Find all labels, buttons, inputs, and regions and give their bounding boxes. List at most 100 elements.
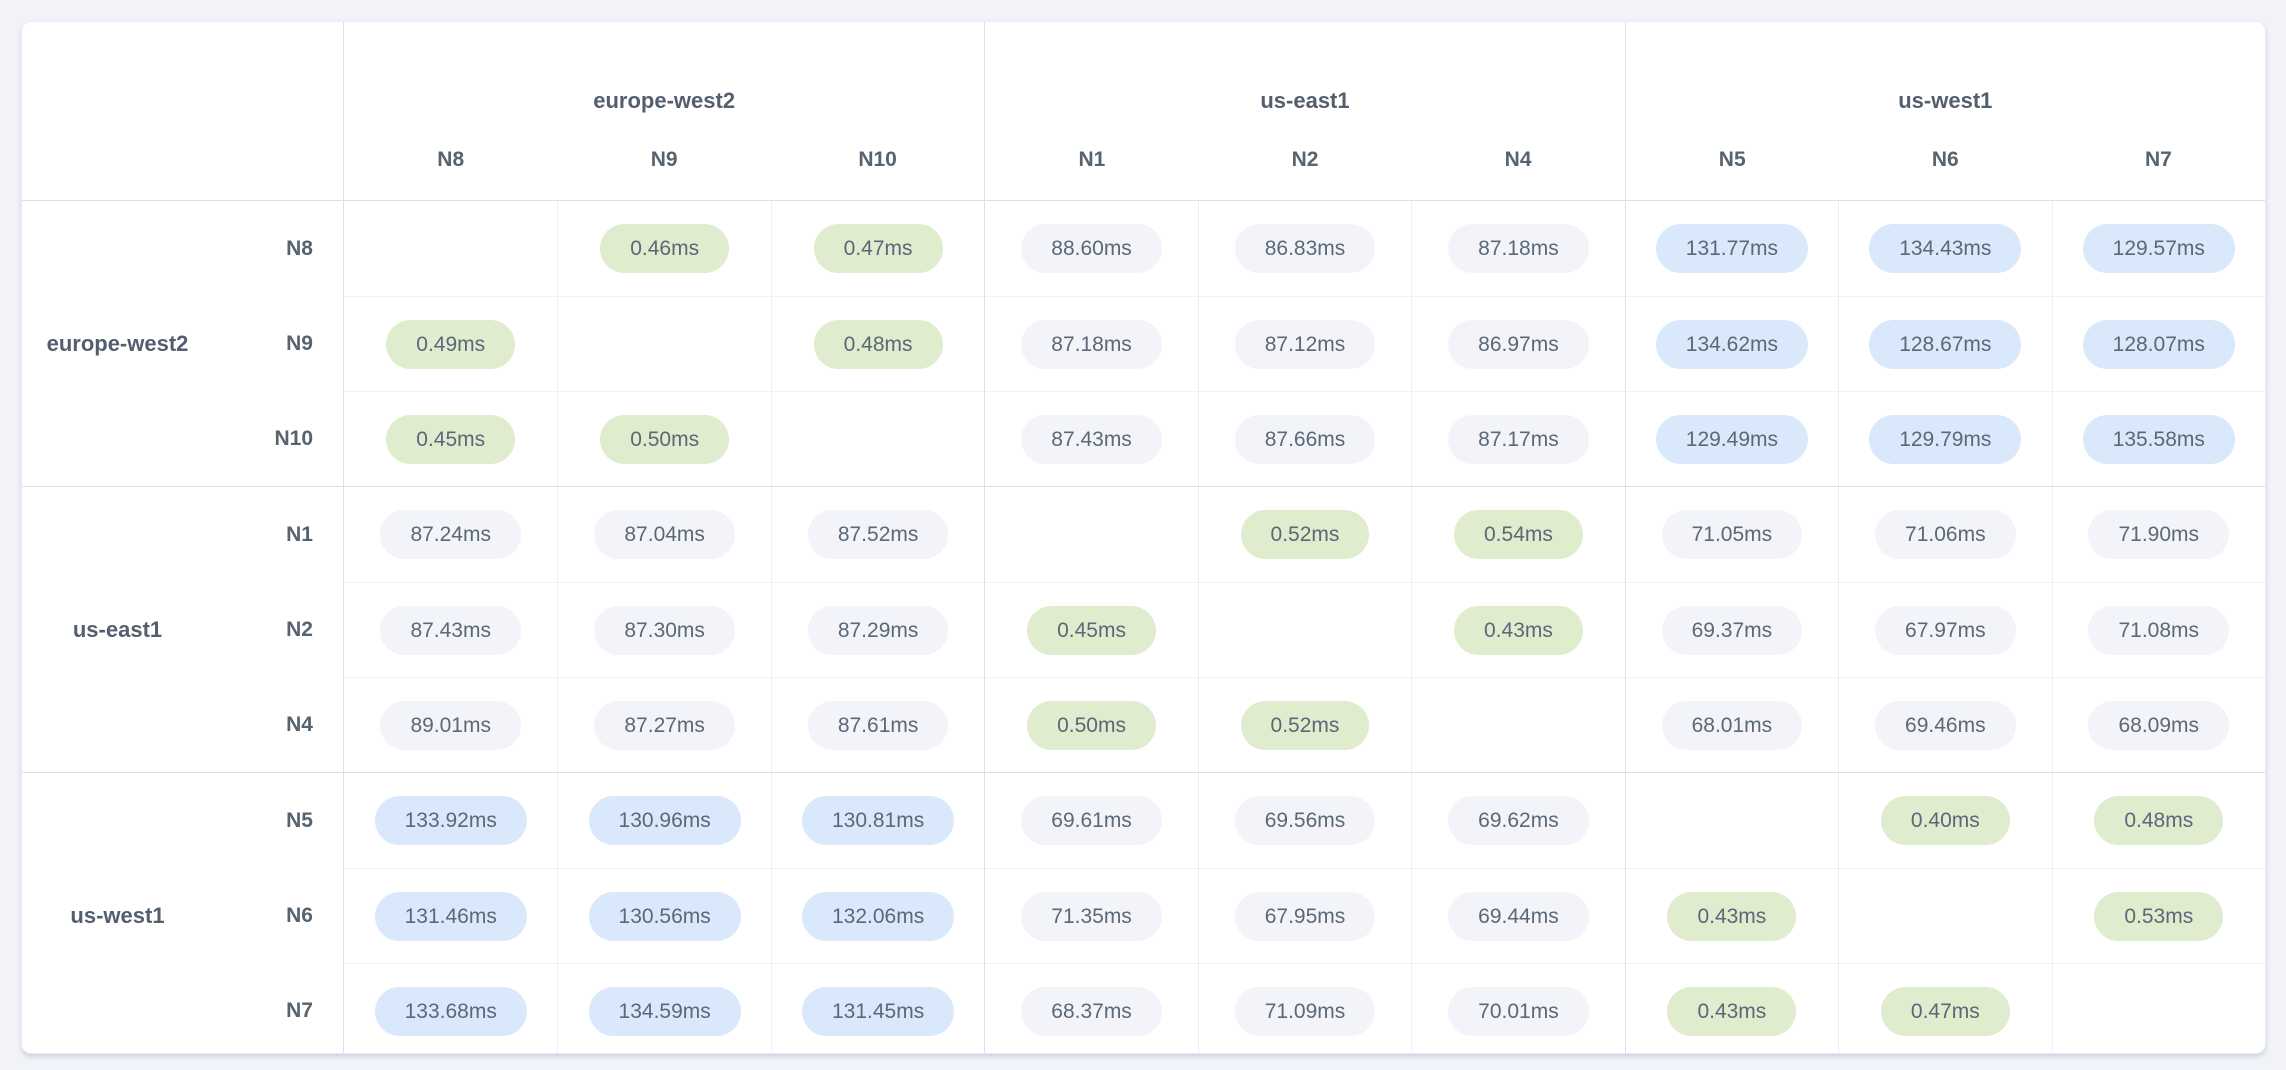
- latency-cell: 87.18ms: [984, 296, 1198, 391]
- latency-value-pill: 87.66ms: [1234, 414, 1376, 464]
- latency-value-pill: 0.43ms: [1454, 605, 1583, 655]
- latency-cell: 86.97ms: [1411, 296, 1625, 391]
- row-node-label: N9: [286, 331, 313, 355]
- latency-value-pill: 87.18ms: [1448, 224, 1589, 273]
- latency-value-pill: 69.46ms: [1875, 700, 2016, 750]
- row-node-label: N10: [274, 426, 313, 450]
- latency-value-pill: 69.37ms: [1661, 605, 1803, 655]
- latency-cell: [984, 487, 1197, 582]
- latency-cell: 86.83ms: [1197, 201, 1411, 296]
- row-node-label: N6: [286, 903, 313, 927]
- latency-value-pill: 134.62ms: [1655, 319, 1808, 369]
- latency-cell: 0.46ms: [557, 201, 770, 296]
- latency-value-pill: 133.92ms: [374, 796, 527, 845]
- latency-cell: 69.37ms: [1624, 582, 1839, 677]
- latency-value-pill: 0.49ms: [386, 319, 516, 369]
- latency-value-pill: 0.53ms: [2094, 891, 2224, 941]
- column-node-label: N6: [1931, 148, 1959, 171]
- latency-cell: 67.97ms: [1838, 582, 2052, 677]
- latency-value-pill: 87.04ms: [594, 510, 735, 559]
- column-region-label: us-east1: [1260, 88, 1350, 113]
- column-node-label: N7: [2145, 148, 2172, 171]
- latency-cell: 133.92ms: [344, 773, 557, 868]
- latency-cell: 129.57ms: [2051, 201, 2265, 296]
- row-region-group: europe-west2 N8 N9 N10 0.46ms 0.47ms 88.60ms 86…: [22, 201, 2265, 486]
- latency-value-pill: 134.59ms: [588, 986, 741, 1036]
- latency-value-pill: 0.40ms: [1880, 796, 2010, 845]
- latency-value-pill: 128.67ms: [1869, 319, 2022, 369]
- latency-cell: 131.45ms: [770, 963, 985, 1053]
- latency-cell: 88.60ms: [984, 201, 1197, 296]
- latency-cell: 0.49ms: [344, 296, 558, 391]
- latency-cell: 130.56ms: [557, 868, 771, 963]
- latency-value-pill: 87.29ms: [807, 605, 949, 655]
- latency-value-pill: 129.49ms: [1655, 414, 1808, 464]
- latency-value-pill: 87.27ms: [594, 700, 735, 750]
- latency-cell: 129.79ms: [1838, 391, 2052, 486]
- latency-value-pill: 128.07ms: [2082, 319, 2235, 369]
- latency-cell: [557, 296, 771, 391]
- latency-value-pill: 130.81ms: [801, 796, 955, 845]
- column-node-label: N10: [858, 148, 897, 171]
- latency-cell: 0.50ms: [984, 677, 1198, 772]
- latency-value-pill: 0.47ms: [813, 224, 943, 273]
- latency-cell: 87.61ms: [770, 677, 985, 772]
- latency-value-pill: 88.60ms: [1021, 224, 1162, 273]
- latency-cell: 87.66ms: [1197, 391, 1412, 486]
- matrix-corner-cell: [22, 22, 344, 200]
- row-node-labels: N5 N6 N7: [213, 773, 343, 1053]
- latency-cell: 70.01ms: [1411, 963, 1625, 1053]
- latency-cell: 69.46ms: [1838, 677, 2052, 772]
- latency-value-pill: 87.43ms: [1021, 414, 1162, 464]
- latency-cell: 71.08ms: [2051, 582, 2265, 677]
- latency-value-pill: 0.45ms: [1027, 605, 1156, 655]
- latency-value-pill: 0.52ms: [1240, 700, 1370, 750]
- latency-cell: 133.68ms: [344, 963, 558, 1053]
- row-node-label: N2: [286, 617, 313, 641]
- latency-cell: 135.58ms: [2051, 391, 2265, 486]
- latency-cell: 134.43ms: [1838, 201, 2051, 296]
- latency-cell: 87.24ms: [344, 487, 557, 582]
- latency-cell: 68.01ms: [1624, 677, 1839, 772]
- latency-value-pill: 87.12ms: [1234, 319, 1376, 369]
- latency-value-pill: 0.48ms: [813, 319, 943, 369]
- latency-value-pill: 71.05ms: [1661, 510, 1803, 559]
- latency-cell: 0.43ms: [1624, 963, 1839, 1053]
- matrix-column-headers: europe-west2 N8 N9 N10 us-east1 N1 N2 N4 us-west…: [22, 22, 2265, 201]
- latency-cell: [770, 391, 985, 486]
- latency-value-pill: 0.50ms: [1027, 700, 1156, 750]
- latency-cell: 67.95ms: [1197, 868, 1412, 963]
- latency-cell: 134.59ms: [557, 963, 771, 1053]
- latency-cell: 87.18ms: [1411, 201, 1624, 296]
- column-node-label: N2: [1291, 148, 1319, 171]
- latency-cell: 130.81ms: [770, 773, 984, 868]
- latency-value-pill: 69.56ms: [1234, 796, 1376, 845]
- latency-value-pill: 87.24ms: [380, 510, 521, 559]
- row-node-labels: N8 N9 N10: [213, 201, 343, 486]
- row-group-label-cell: us-west1 N5 N6 N7: [22, 773, 344, 1053]
- latency-value-pill: 71.09ms: [1234, 986, 1376, 1036]
- latency-cell: 130.96ms: [557, 773, 770, 868]
- latency-cell: 69.61ms: [984, 773, 1197, 868]
- latency-value-pill: 0.54ms: [1454, 510, 1583, 559]
- latency-value-pill: 71.35ms: [1021, 891, 1162, 941]
- column-node-label: N1: [1078, 148, 1106, 171]
- row-node-label: N5: [286, 808, 313, 832]
- row-region-label: us-west1: [70, 902, 165, 928]
- latency-value-pill: 131.45ms: [801, 986, 955, 1036]
- latency-value-pill: 134.43ms: [1869, 224, 2022, 273]
- latency-cell: 87.43ms: [984, 391, 1198, 486]
- latency-cell: 0.45ms: [344, 391, 558, 486]
- latency-value-pill: 71.06ms: [1875, 510, 2016, 559]
- column-region-group-header: europe-west2 N8 N9 N10: [344, 22, 984, 200]
- latency-value-pill: 129.57ms: [2082, 224, 2235, 273]
- column-node-label: N4: [1504, 148, 1532, 171]
- latency-cell: 132.06ms: [770, 868, 985, 963]
- latency-cell: [344, 201, 557, 296]
- latency-cell: 129.49ms: [1624, 391, 1839, 486]
- latency-cell: 69.62ms: [1411, 773, 1624, 868]
- latency-value-pill: 71.08ms: [2088, 605, 2230, 655]
- latency-value-pill: 0.43ms: [1667, 891, 1797, 941]
- latency-cell: 0.48ms: [2051, 773, 2265, 868]
- column-region-group-header: us-west1 N5 N6 N7: [1624, 22, 2265, 200]
